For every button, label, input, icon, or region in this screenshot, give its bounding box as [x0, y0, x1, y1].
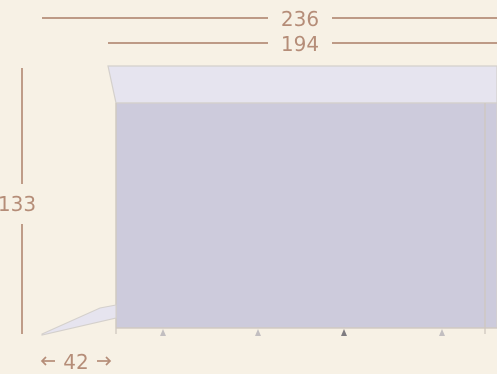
tent-wall — [115, 102, 497, 329]
ramp-length-label: 42 — [63, 350, 88, 374]
canopy-width-dimension: 194 — [108, 32, 497, 56]
height-dimension: 133 — [0, 68, 36, 334]
peg-marker — [160, 329, 166, 336]
peg-marker-dark — [341, 329, 347, 336]
ramp-length-dimension: 42 — [40, 350, 112, 374]
overall-width-dimension: 236 — [42, 7, 497, 31]
tent-structure — [41, 65, 497, 336]
arrow-right-icon — [105, 356, 112, 366]
canopy-width-label: 194 — [281, 32, 319, 56]
height-label: 133 — [0, 192, 36, 216]
overall-width-label: 236 — [281, 7, 319, 31]
peg-marker — [439, 329, 445, 336]
ramp — [41, 304, 117, 336]
canopy-roof — [107, 65, 497, 104]
peg-marker — [255, 329, 261, 336]
arrow-left-icon — [40, 356, 47, 366]
guy-pegs — [160, 329, 445, 336]
